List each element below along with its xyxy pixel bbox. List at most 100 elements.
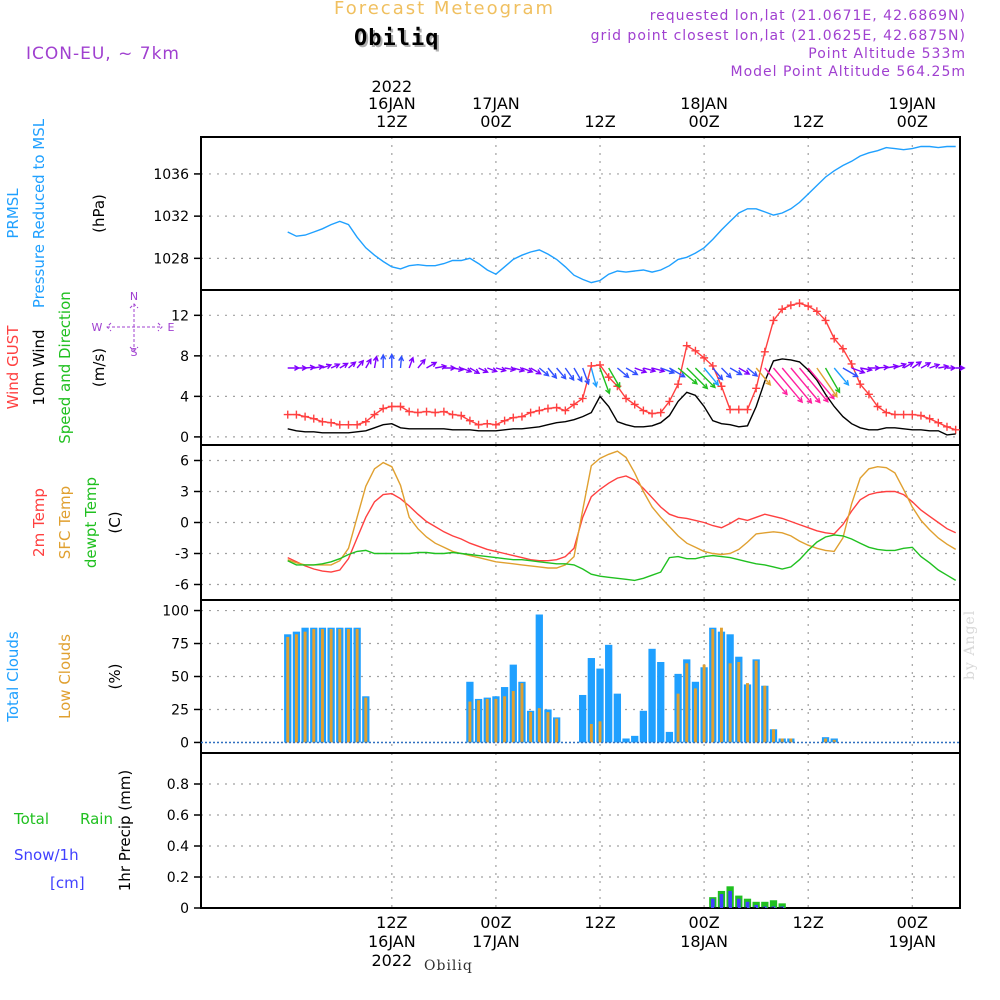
wind-direction-arrow bbox=[339, 362, 349, 369]
gust-marker bbox=[812, 307, 821, 316]
snow-bar bbox=[754, 904, 758, 908]
gust-marker bbox=[656, 408, 665, 417]
gust-marker bbox=[630, 400, 639, 409]
y-tick-label: 1028 bbox=[153, 251, 189, 267]
snow-bar bbox=[771, 906, 776, 908]
top-axis-date: 19JAN bbox=[888, 94, 936, 113]
gust-marker bbox=[873, 402, 882, 411]
wind-direction-arrow bbox=[417, 358, 426, 369]
footer-station-label: Obiliq bbox=[424, 958, 473, 974]
y-tick-label: 75 bbox=[171, 637, 189, 653]
panel-label: Speed and Direction bbox=[56, 291, 74, 444]
station-title: Obiliq bbox=[354, 26, 440, 51]
gust-marker bbox=[483, 419, 492, 428]
wind-direction-arrow bbox=[747, 367, 759, 377]
low-cloud-bar bbox=[303, 631, 307, 743]
low-cloud-bar bbox=[294, 634, 298, 743]
low-cloud-bar bbox=[485, 698, 489, 743]
wind-direction-arrow bbox=[547, 367, 558, 380]
gust-marker bbox=[821, 316, 830, 325]
panel-label: 2m Temp bbox=[30, 488, 48, 557]
wind-direction-arrow bbox=[521, 367, 534, 374]
total-cloud-bar bbox=[535, 614, 543, 743]
y-axis-label: 1hr Precip (mm) bbox=[116, 770, 134, 891]
panel-clouds: 0 25 50 75 100 Total Clouds Low Clouds (%) bbox=[4, 599, 961, 754]
low-cloud-bar bbox=[824, 738, 828, 743]
series-line-wind-gust bbox=[287, 302, 956, 431]
wind-direction-arrow bbox=[313, 364, 325, 371]
y-axis-label: (m/s) bbox=[90, 348, 108, 387]
wind-direction-arrow bbox=[372, 355, 379, 369]
total-cloud-bar bbox=[639, 710, 648, 743]
panel-wind: 0 4 8 12 Wind GUST 10m Wind Speed and Directio… bbox=[4, 289, 966, 446]
wind-direction-arrow bbox=[388, 353, 395, 368]
bottom-axis-date: 16JAN bbox=[368, 932, 416, 951]
top-axis-date: 18JAN bbox=[680, 94, 728, 113]
bottom-axis-date: 19JAN bbox=[888, 932, 936, 951]
total-cloud-bar bbox=[665, 731, 674, 743]
gust-marker bbox=[899, 410, 908, 419]
gust-marker bbox=[908, 410, 917, 419]
gust-marker bbox=[795, 299, 804, 308]
y-axis-label: (C) bbox=[106, 511, 124, 533]
compass-east: E bbox=[168, 321, 175, 334]
gust-marker bbox=[804, 302, 813, 311]
wind-direction-arrow bbox=[296, 364, 308, 372]
wind-direction-arrow bbox=[669, 367, 686, 378]
wind-direction-arrow bbox=[564, 367, 575, 382]
compass-south: S bbox=[131, 346, 138, 359]
gust-marker bbox=[474, 420, 483, 429]
gust-marker bbox=[335, 420, 344, 429]
bottom-axis-date: 18JAN bbox=[680, 932, 728, 951]
low-cloud-bar bbox=[537, 708, 541, 743]
top-axis-date: 17JAN bbox=[472, 94, 520, 113]
total-cloud-bar bbox=[605, 644, 613, 743]
gust-marker bbox=[942, 422, 951, 431]
gust-marker bbox=[439, 407, 448, 416]
gust-marker bbox=[353, 420, 362, 429]
gust-marker bbox=[526, 408, 535, 417]
wind-direction-arrow bbox=[356, 359, 365, 369]
wind-direction-arrow bbox=[305, 364, 317, 371]
y-tick-label: 0.2 bbox=[167, 870, 189, 886]
low-cloud-bar bbox=[598, 721, 602, 743]
low-cloud-bar bbox=[685, 663, 689, 743]
y-tick-label: 1032 bbox=[153, 209, 189, 225]
series-line-2m-temp bbox=[287, 475, 956, 573]
gust-marker bbox=[604, 373, 613, 382]
y-tick-label: 6 bbox=[180, 454, 189, 470]
bottom-axis-year: 2022 bbox=[371, 951, 412, 970]
wind-direction-arrow bbox=[513, 366, 526, 373]
gust-marker bbox=[864, 390, 873, 399]
gust-marker bbox=[396, 402, 405, 411]
gust-marker bbox=[648, 409, 657, 418]
gust-marker bbox=[543, 404, 552, 413]
top-axis-time: 12Z bbox=[376, 112, 407, 131]
gust-marker bbox=[916, 411, 925, 420]
panel-precip: 0 0.2 0.4 0.6 0.8 1hr Precip (mm) Total RainSno… bbox=[13, 752, 961, 917]
y-tick-label: 1036 bbox=[153, 167, 189, 183]
low-cloud-bar bbox=[494, 698, 498, 743]
low-cloud-bar bbox=[503, 696, 507, 743]
gust-marker bbox=[838, 344, 847, 353]
panel-label: Low Clouds bbox=[56, 634, 74, 719]
gust-marker bbox=[569, 400, 578, 409]
rain-bar bbox=[778, 903, 786, 908]
y-tick-label: 0.4 bbox=[167, 839, 189, 855]
y-tick-label: 4 bbox=[180, 389, 189, 405]
wind-direction-arrow bbox=[851, 367, 866, 375]
wind-direction-arrow bbox=[452, 366, 465, 373]
wind-direction-arrow bbox=[816, 367, 838, 398]
y-tick-label: 0 bbox=[180, 516, 189, 532]
gust-marker bbox=[682, 341, 691, 350]
wind-direction-arrow bbox=[660, 367, 676, 375]
total-cloud-bar bbox=[613, 693, 622, 743]
gust-marker bbox=[283, 410, 292, 419]
wind-direction-arrow bbox=[495, 366, 507, 373]
wind-direction-arrow bbox=[538, 367, 550, 377]
top-axis-date: 16JAN bbox=[368, 94, 416, 113]
legend-snow-unit: [cm] bbox=[50, 874, 85, 892]
gust-marker bbox=[405, 407, 414, 416]
y-tick-label: 0 bbox=[180, 901, 189, 917]
